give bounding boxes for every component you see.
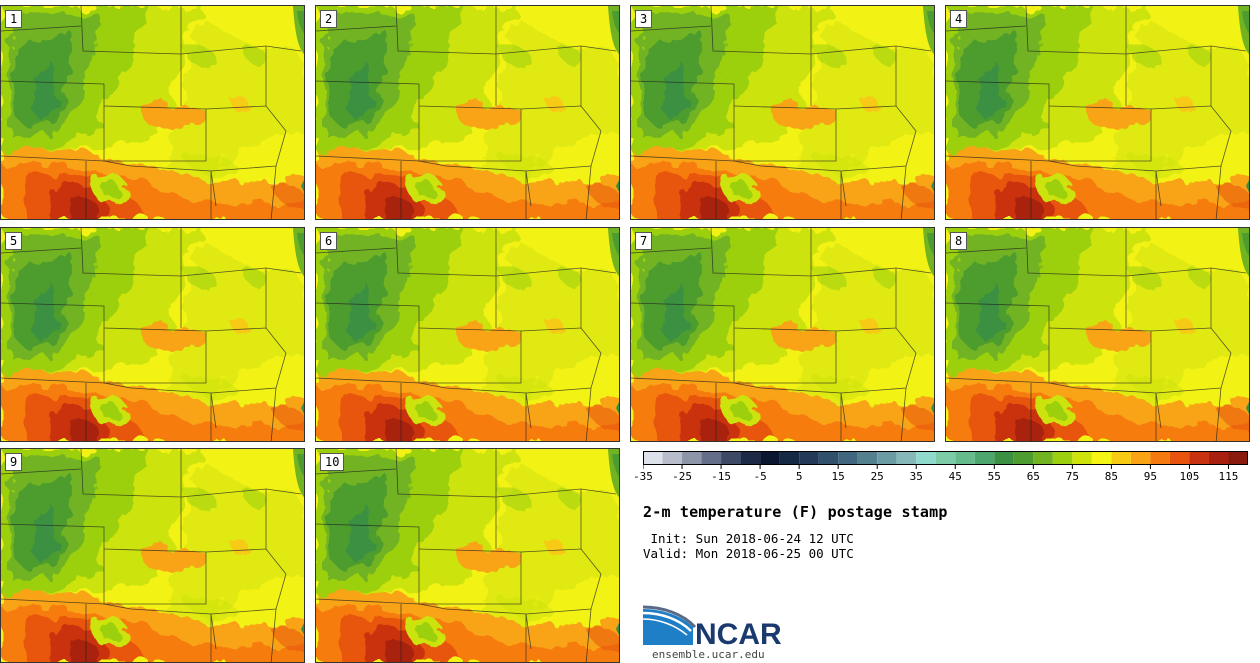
colorbar-tick-label: 45 <box>948 470 962 483</box>
colorbar-bin <box>740 451 761 465</box>
member-panel-10: 10 <box>315 448 620 663</box>
colorbar-tick-label: 115 <box>1218 470 1239 483</box>
colorbar-bin <box>955 451 975 465</box>
temperature-map <box>946 6 1249 219</box>
colorbar-bin <box>662 451 683 465</box>
colorbar-bin <box>1091 451 1112 465</box>
colorbar-bin <box>760 451 780 465</box>
logo-text: NCAR <box>695 618 782 650</box>
member-label: 5 <box>5 232 23 250</box>
colorbar <box>643 451 1248 469</box>
colorbar-tick-label: -35 <box>633 470 653 483</box>
temperature-map <box>1 228 304 441</box>
colorbar-bin <box>682 451 702 465</box>
init-time: Init: Sun 2018-06-24 12 UTC <box>643 531 854 546</box>
member-label: 10 <box>320 453 345 471</box>
colorbar-tick-label: 25 <box>870 470 884 483</box>
colorbar-bin <box>799 451 819 465</box>
colorbar-tick-label: 95 <box>1143 470 1158 483</box>
colorbar-bin <box>1111 451 1131 465</box>
member-panel-5: 5 <box>0 227 305 442</box>
temperature-map <box>316 6 619 219</box>
colorbar-tick-label: -5 <box>753 470 767 483</box>
member-panel-4: 4 <box>945 5 1250 220</box>
colorbar-tick-label: 75 <box>1065 470 1079 483</box>
temperature-map <box>316 449 619 662</box>
member-panel-2: 2 <box>315 5 620 220</box>
member-label: 9 <box>5 453 23 471</box>
member-label: 3 <box>635 10 653 28</box>
colorbar-bin <box>857 451 878 465</box>
colorbar-bin <box>994 451 1014 465</box>
ncar-logo: NCAR <box>643 605 782 650</box>
member-panel-7: 7 <box>630 227 935 442</box>
colorbar-border <box>643 451 1248 465</box>
colorbar-bin <box>838 451 858 465</box>
colorbar-bin <box>721 451 741 465</box>
colorbar-bin <box>818 451 839 465</box>
colorbar-bin <box>1072 451 1092 465</box>
member-panel-9: 9 <box>0 448 305 663</box>
colorbar-tick-label: -15 <box>711 470 731 483</box>
colorbar-tick-labels: -35 -25 -15 -5 5 15 25 35 45 55 65 75 85 95 105 115 <box>633 470 1253 486</box>
colorbar-bin <box>779 451 800 465</box>
member-label: 8 <box>950 232 968 250</box>
temperature-map <box>631 228 934 441</box>
member-panel-3: 3 <box>630 5 935 220</box>
site-url: ensemble.ucar.edu <box>652 648 765 661</box>
colorbar-tick-label: 65 <box>1026 470 1040 483</box>
member-label: 7 <box>635 232 653 250</box>
member-label: 4 <box>950 10 968 28</box>
colorbar-tick-label: -25 <box>672 470 692 483</box>
colorbar-bin <box>935 451 956 465</box>
member-panel-6: 6 <box>315 227 620 442</box>
colorbar-tick-label: 15 <box>831 470 845 483</box>
temperature-map <box>1 449 304 662</box>
colorbar-bin <box>1208 451 1229 465</box>
temperature-map <box>946 228 1249 441</box>
colorbar-bin <box>896 451 917 465</box>
member-panel-8: 8 <box>945 227 1250 442</box>
colorbar-bin <box>877 451 897 465</box>
colorbar-tick-label: 5 <box>795 470 803 483</box>
temperature-map <box>316 228 619 441</box>
colorbar-bin <box>974 451 995 465</box>
colorbar-tick-label: 35 <box>909 470 923 483</box>
colorbar-bin <box>1169 451 1190 465</box>
valid-time: Valid: Mon 2018-06-25 00 UTC <box>643 546 854 561</box>
colorbar-tick-label: 55 <box>987 470 1001 483</box>
colorbar-bin <box>1013 451 1034 465</box>
colorbar-bin <box>1228 451 1248 465</box>
colorbar-bin <box>1130 451 1151 465</box>
colorbar-bin <box>1189 451 1209 465</box>
colorbar-tick-label: 85 <box>1104 470 1118 483</box>
member-label: 1 <box>5 10 23 28</box>
colorbar-bin <box>1150 451 1170 465</box>
figure-title: 2-m temperature (F) postage stamp <box>643 503 948 521</box>
member-panel-1: 1 <box>0 5 305 220</box>
member-label: 2 <box>320 10 338 28</box>
colorbar-bin <box>643 451 663 465</box>
colorbar-bin <box>701 451 722 465</box>
colorbar-tick-label: 105 <box>1179 470 1200 483</box>
colorbar-bin <box>1052 451 1073 465</box>
temperature-map <box>631 6 934 219</box>
colorbar-bin <box>1033 451 1053 465</box>
colorbar-bin <box>916 451 936 465</box>
member-label: 6 <box>320 232 338 250</box>
temperature-map <box>1 6 304 219</box>
